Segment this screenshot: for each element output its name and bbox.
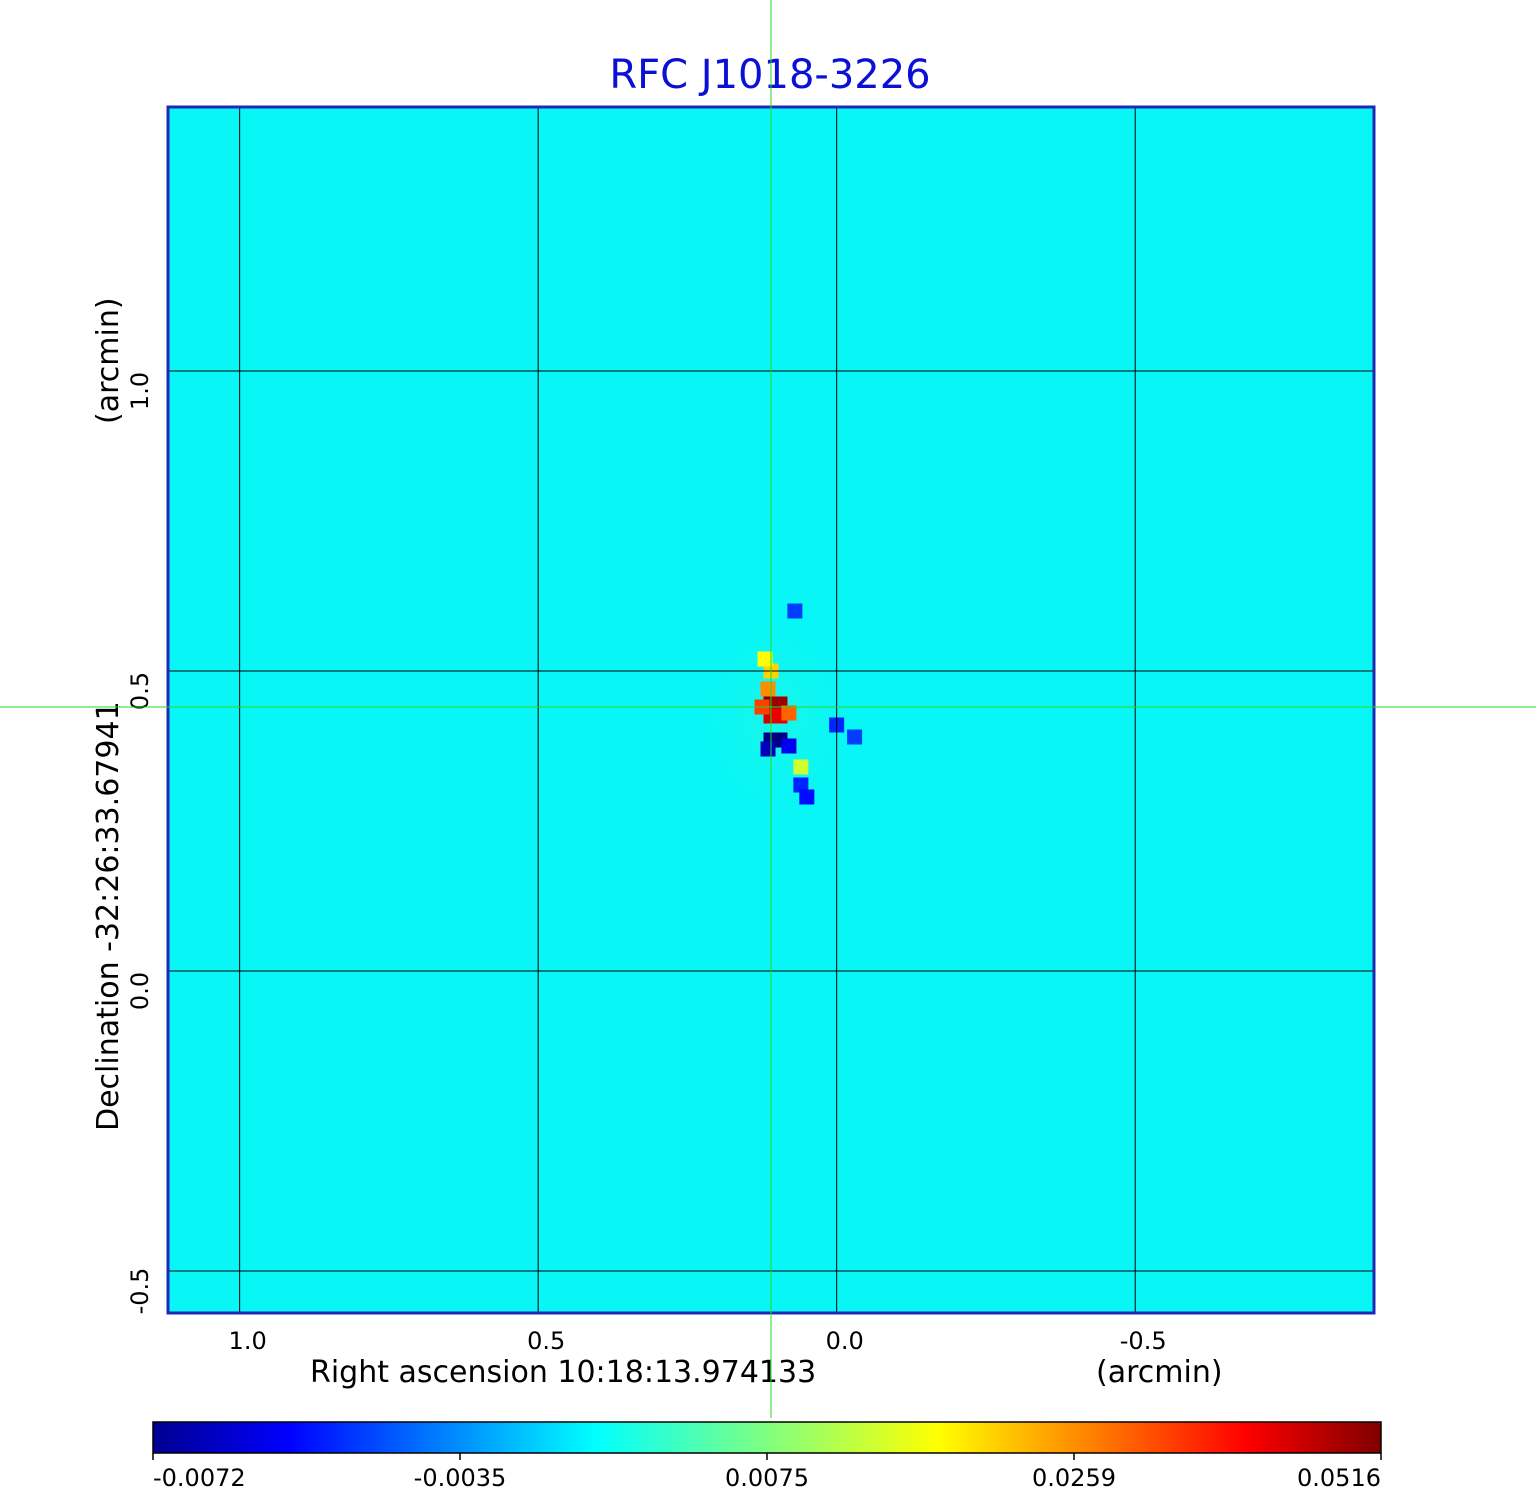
emission-pixel [781, 738, 797, 754]
emission-pixel [787, 603, 803, 619]
y-tick-label: 0.0 [126, 972, 154, 1010]
x-tick-labels: 1.0 0.5 0.0 -0.5 [229, 1327, 1167, 1355]
x-axis-label: Right ascension 10:18:13.974133 [310, 1355, 816, 1390]
crosshair [0, 0, 1536, 1418]
x-tick-label: 0.0 [826, 1327, 864, 1355]
emission-pixel [760, 741, 776, 757]
y-tick-label: -0.5 [126, 1268, 154, 1315]
emission-pixels [754, 603, 863, 805]
x-axis-unit: (arcmin) [1096, 1355, 1223, 1390]
y-axis-unit: (arcmin) [91, 297, 126, 424]
colorbar: -0.0072 -0.0035 0.0075 0.0259 0.0516 [152, 1421, 1382, 1492]
emission-pixel [799, 789, 815, 805]
emission-pixel [847, 729, 863, 745]
colorbar-tick-label: 0.0075 [725, 1464, 809, 1492]
emission-pixel [793, 759, 809, 775]
colorbar-gradient [152, 1421, 1382, 1454]
y-tick-label: 1.0 [126, 372, 154, 410]
colorbar-tick-label: -0.0072 [153, 1464, 246, 1492]
chart-title: RFC J1018-3226 [609, 52, 930, 98]
x-tick-label: -0.5 [1120, 1327, 1167, 1355]
colorbar-tick-label: 0.0259 [1032, 1464, 1116, 1492]
y-tick-label: 0.5 [126, 672, 154, 710]
x-tick-label: 1.0 [229, 1327, 267, 1355]
colorbar-tick-label: -0.0035 [414, 1464, 507, 1492]
emission-pixel [757, 651, 773, 667]
y-axis-label: Declination -32:26:33.67941 [91, 701, 126, 1131]
emission-pixel [760, 681, 776, 697]
y-tick-labels: -0.5 0.0 0.5 1.0 [126, 372, 154, 1315]
x-tick-label: 0.5 [527, 1327, 565, 1355]
colorbar-tick-label: 0.0516 [1297, 1464, 1381, 1492]
colorbar-ticks: -0.0072 -0.0035 0.0075 0.0259 0.0516 [152, 1453, 1382, 1492]
emission-pixel [781, 705, 797, 721]
emission-pixel [793, 777, 809, 793]
